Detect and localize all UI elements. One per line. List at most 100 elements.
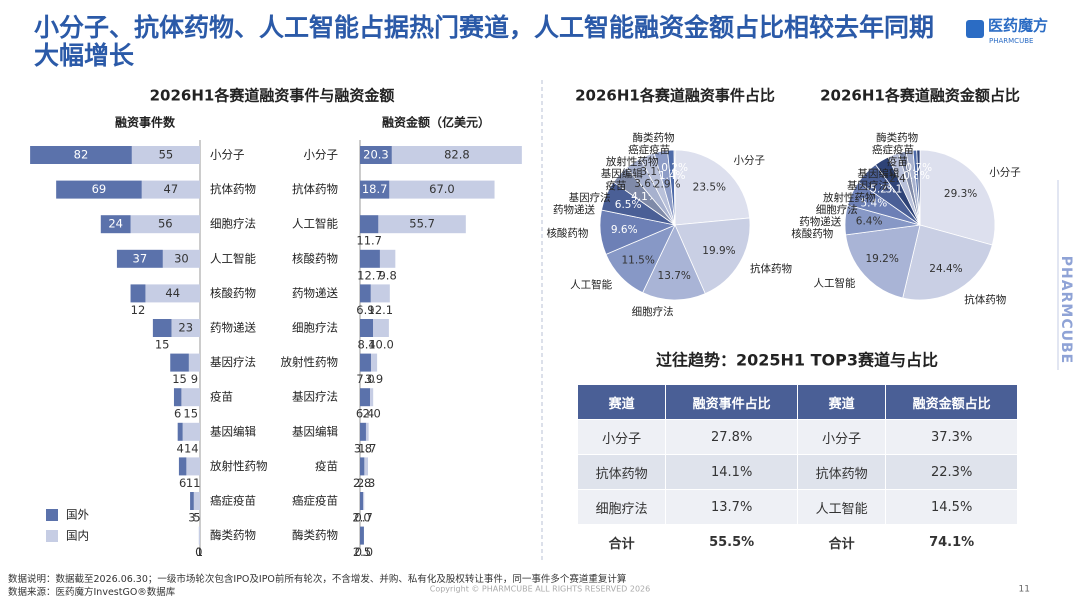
category-label: 放射性药物 [606,155,659,168]
table-cell: 抗体药物 [576,454,667,490]
bar [116,249,163,268]
value-label: 6.4% [856,215,883,227]
category-label: 人工智能 [570,278,612,291]
category-label: 基因编辑 [292,424,338,438]
table-cell: 13.7% [665,489,798,525]
value-label: 11.7 [356,234,382,248]
bar [370,353,378,372]
bar [360,146,392,164]
legend-swatch [46,530,58,542]
value-label: 2.8 [353,476,371,490]
bar [190,492,194,510]
value-label: 23 [178,321,193,335]
value-label: 5.2% [870,183,897,195]
page-number: 11 [1019,585,1030,595]
category-label: 基因编辑 [857,167,899,180]
bar [360,180,390,199]
category-label: 小分子 [989,166,1021,178]
bar [152,319,172,337]
value-label: 82.8 [444,148,470,162]
bar [389,180,495,199]
value-label: 3 [188,511,195,525]
category-label: 基因疗法 [569,191,611,204]
chart-title: 2026H1各赛道融资事件占比 [575,87,775,105]
bar [360,215,379,234]
category-label: 核酸药物 [546,227,588,240]
table-header-cell: 融资金额占比 [885,384,1018,420]
value-label: 8.4 [357,338,375,352]
value-label: 5.4% [861,197,888,209]
category-label: 基因疗法 [847,179,889,192]
value-label: 6 [179,476,186,490]
pie-slice [673,149,676,226]
value-label: 23.5% [693,181,726,193]
logo-subtext: PHARMCUBE [989,37,1033,45]
value-label: 37 [133,251,148,265]
table-cell: 14.1% [665,454,798,490]
category-label: 细胞疗法 [816,203,858,216]
category-label: 核酸药物 [292,251,338,265]
category-label: 抗体药物 [750,262,792,275]
value-label: 56 [158,217,173,231]
value-label: 19.9% [702,245,735,257]
value-label: 6.4 [356,407,374,421]
category-label: 抗体药物 [292,182,338,196]
category-label: 药物递送 [210,321,256,335]
value-label: 15 [183,407,198,421]
bar [145,284,200,303]
value-label: 9.6% [611,224,638,236]
value-label: 14 [184,441,199,455]
category-label: 核酸药物 [791,227,833,240]
value-label: 82 [74,148,89,162]
category-label: 小分子 [734,155,766,167]
pie-slice [674,149,751,226]
value-label: 0 [195,545,202,559]
value-label: 12.7 [357,268,383,282]
category-label: 疫苗 [210,390,233,404]
category-label: 放射性药物 [823,191,876,204]
value-label: 44 [165,286,180,300]
value-label: 29.3% [944,188,977,200]
pie-slice [642,224,706,301]
value-label: 0.7% [905,162,932,174]
category-label: 细胞疗法 [292,321,338,335]
value-label: 12.1 [368,303,394,317]
category-label: 癌症疫苗 [872,143,914,156]
table-cell: 14.5% [885,489,1018,525]
category-label: 人工智能 [813,276,855,289]
bar [373,319,389,337]
table-cell: 55.5% [665,524,798,560]
category-label: 酶类药物 [292,528,338,542]
side-label: PHARMCUBE [1058,256,1074,364]
bar [186,457,200,476]
legend-label: 国外 [66,508,89,522]
logo-icon [966,20,984,38]
bar [363,492,365,510]
bar [360,388,371,407]
table-cell: 小分子 [796,419,887,455]
value-label: 3.8 [354,441,372,455]
category-label: 疫苗 [606,179,627,192]
bar [360,457,365,476]
bar [378,215,466,234]
bar [198,526,200,545]
bar [188,353,200,372]
category-label: 小分子 [210,148,245,162]
value-label: 2.5 [353,545,371,559]
value-label: 2.3 [357,476,375,490]
value-label: 24.4% [929,263,962,275]
category-label: 抗体药物 [964,293,1006,306]
table-row: 抗体药物 14.1% 抗体药物 22.3% [576,454,1018,490]
category-label: 基因疗法 [292,390,338,404]
value-label: 1.4% [659,170,686,182]
bar [177,422,183,441]
bar [131,146,200,164]
logo-text: 医药魔方 [988,17,1048,35]
table-cell: 合计 [576,524,667,560]
category-label: 核酸药物 [210,286,256,300]
category-label: 癌症疫苗 [292,494,338,508]
table-row: 合计 55.5% 合计 74.1% [576,524,1018,560]
slide-title: 小分子、抗体药物、人工智能占据热门赛道，人工智能融资金额占比相较去年同期大幅增长 [34,13,935,70]
table-cell: 合计 [796,524,887,560]
